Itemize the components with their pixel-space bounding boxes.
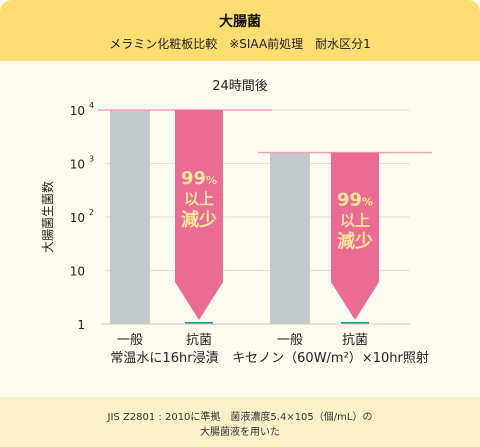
bar-category-label: 抗菌 xyxy=(186,333,212,348)
reduction-percent: 99% xyxy=(337,189,373,210)
y-tick-label: 10 xyxy=(70,158,85,172)
antibacterial-bar-arrow xyxy=(331,152,379,320)
chart-title: 24時間後 xyxy=(212,79,268,94)
bar-category-label: 抗菌 xyxy=(342,333,368,348)
bar-category-label: 一般 xyxy=(277,332,303,348)
page-subtitle: メラミン化粧板比較 ※SIAA前処理 耐水区分1 xyxy=(109,37,371,51)
y-tick-exponent: 4 xyxy=(89,101,94,110)
y-tick-label: 10 xyxy=(70,265,85,279)
antibacterial-bar-arrow xyxy=(175,110,223,320)
y-axis-label: 大腸菌生菌数 xyxy=(40,181,55,253)
page-title: 大腸菌 xyxy=(219,14,261,30)
y-tick-label: 10 xyxy=(70,211,85,225)
footnote-line-1: JIS Z2801 : 2010に準拠 菌液濃度5.4×105（個/mL）の xyxy=(107,412,373,423)
reduction-label-genshou: 減少 xyxy=(337,230,373,252)
y-tick-exponent: 2 xyxy=(89,208,94,217)
header-banner: 大腸菌 メラミン化粧板比較 ※SIAA前処理 耐水区分1 xyxy=(0,0,480,61)
y-tick-label: 10 xyxy=(70,104,85,118)
footnote-line-2: 大腸菌液を用いた xyxy=(200,427,280,438)
reduction-percent: 99% xyxy=(181,168,217,189)
reduction-label-ijou: 以上 xyxy=(340,211,370,229)
control-bar xyxy=(110,110,150,324)
y-tick-label: 1 xyxy=(77,318,85,332)
bar-category-label: 一般 xyxy=(117,332,143,348)
y-tick-exponent: 3 xyxy=(89,155,94,164)
control-bar xyxy=(270,152,310,324)
group-label: キセノン（60W/m²）×10hr照射 xyxy=(232,350,429,366)
group-label: 常温水に16hr浸漬 xyxy=(110,351,218,366)
footnote-panel: JIS Z2801 : 2010に準拠 菌液濃度5.4×105（個/mL）の 大… xyxy=(0,397,480,447)
reduction-label-ijou: 以上 xyxy=(184,190,214,208)
reduction-label-genshou: 減少 xyxy=(181,209,217,231)
